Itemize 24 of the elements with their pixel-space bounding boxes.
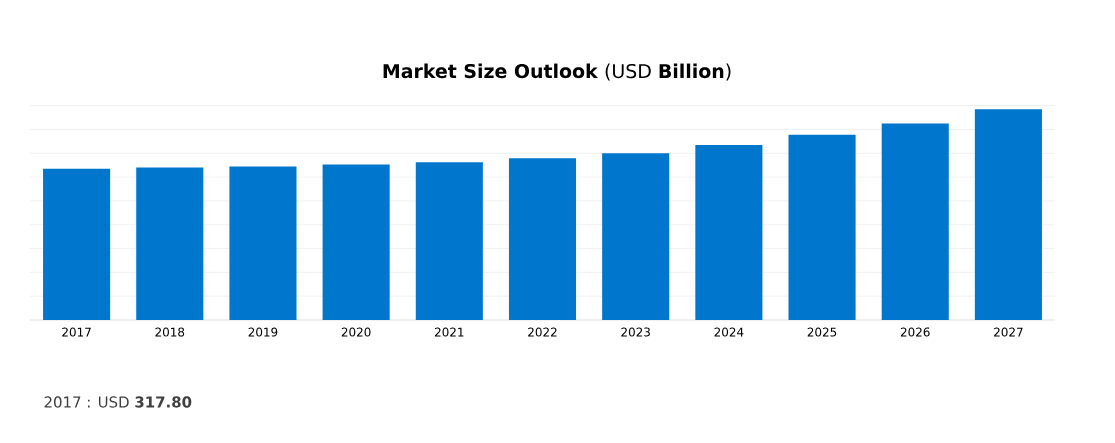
bar [229,166,297,320]
bar [322,164,390,320]
bar [43,168,111,320]
x-tick-label: 2024 [714,327,744,337]
bar [881,123,949,320]
bar [788,134,856,320]
x-tick-label: 2022 [528,327,557,337]
x-tick-label: 2020 [341,327,371,337]
x-tick-label: 2019 [248,327,278,337]
x-tick-label: 2026 [900,327,930,337]
x-tick-label: 2027 [994,327,1023,337]
bar [602,153,670,320]
bar [695,145,763,320]
bar [974,109,1042,320]
bar [136,167,204,320]
x-tick-label: 2018 [155,327,185,337]
chart-title: Market Size Outlook (USD Billion) [383,63,731,81]
x-tick-label: 2025 [807,327,837,337]
x-tick-label: 2023 [621,327,650,337]
bar [508,158,577,320]
bar [415,162,483,320]
x-tick-label: 2017 [62,327,91,337]
text: 2017 : USD 317.80 [44,396,192,408]
x-tick-label: 2021 [434,327,464,337]
